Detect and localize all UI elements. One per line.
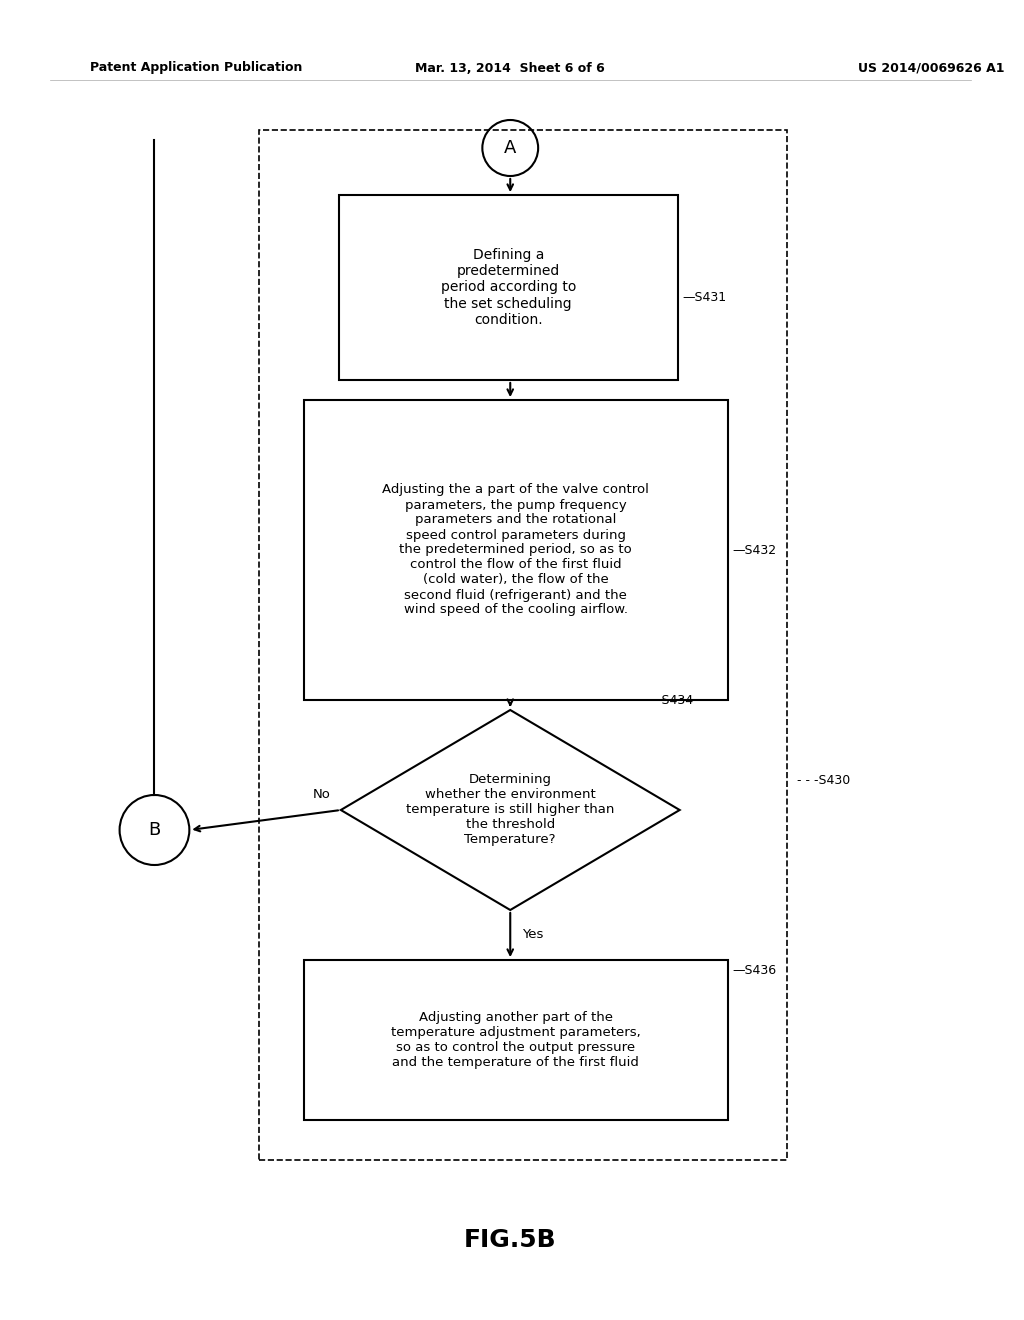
FancyBboxPatch shape [304,960,727,1119]
Text: —S432: —S432 [732,544,776,557]
Bar [259,129,787,1160]
Text: - - -S430: - - -S430 [798,774,851,787]
Text: No: No [313,788,331,801]
Text: FIG.5B: FIG.5B [464,1228,557,1251]
Text: —S431: —S431 [683,290,727,304]
Text: Defining a
predetermined
period according to
the set scheduling
condition.: Defining a predetermined period accordin… [440,248,575,327]
Text: Mar. 13, 2014  Sheet 6 of 6: Mar. 13, 2014 Sheet 6 of 6 [416,62,605,74]
Text: US 2014/0069626 A1: US 2014/0069626 A1 [857,62,1005,74]
Text: Adjusting another part of the
temperature adjustment parameters,
so as to contro: Adjusting another part of the temperatur… [391,1011,641,1069]
Text: Patent Application Publication: Patent Application Publication [90,62,302,74]
Text: Yes: Yes [522,928,544,941]
Text: Determining
whether the environment
temperature is still higher than
the thresho: Determining whether the environment temp… [407,774,614,846]
Text: —S436: —S436 [732,964,776,977]
FancyBboxPatch shape [304,400,727,700]
FancyBboxPatch shape [339,195,678,380]
Text: Adjusting the a part of the valve control
parameters, the pump frequency
paramet: Adjusting the a part of the valve contro… [382,483,649,616]
Text: A: A [504,139,516,157]
Text: —S434: —S434 [650,693,694,706]
Text: B: B [148,821,161,840]
